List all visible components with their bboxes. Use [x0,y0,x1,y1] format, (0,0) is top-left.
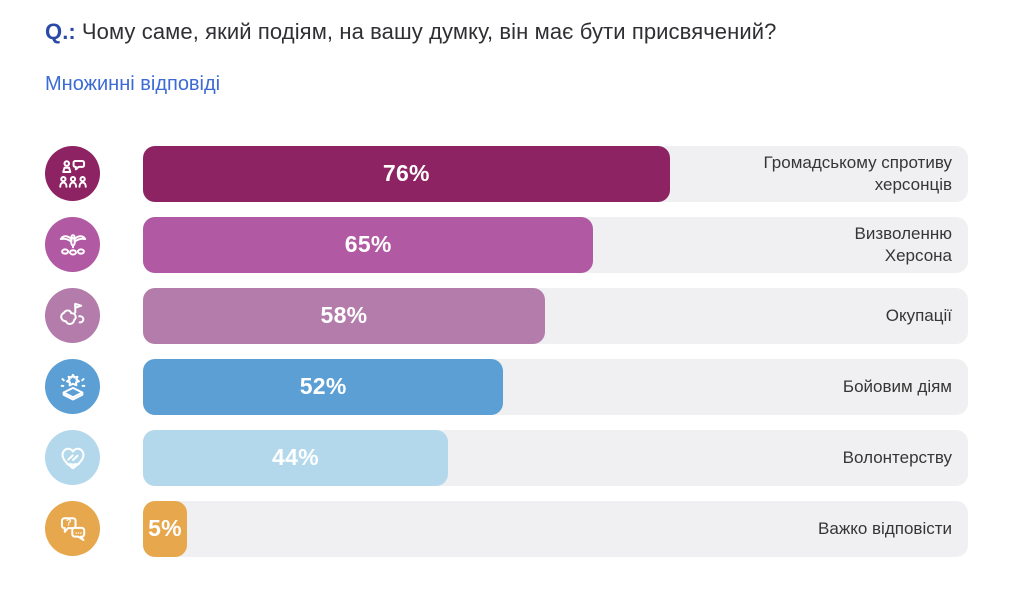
category-label: Громадському спротиву херсонців [763,152,952,194]
chart-row: 44% Волонтерству [45,429,968,486]
bar: 58% [143,287,545,344]
category-label: Окупації [885,305,952,325]
bar-value-label: 58% [320,302,368,329]
map-flag-icon [45,288,100,344]
explosion-ruins-icon [45,359,100,415]
bar-track: 58% Окупації [143,287,968,344]
bar-value-label: 65% [344,231,392,258]
chart-row: 52% Бойовим діям [45,358,968,415]
subtitle-multiple-answers: Множинні відповіді [45,72,221,95]
question-title: Q.: Чому саме, який подіям, на вашу думку… [45,18,968,47]
question-text: Чому саме, який подіям, на вашу думку, в… [81,19,777,44]
hands-heart-icon [45,430,100,486]
dove-broken-chains-icon [45,217,100,273]
category-label: Бойовим діям [842,376,952,396]
bar: 65% [143,216,594,273]
category-label: Визволенню Херсона [854,223,952,265]
bar-track: 65% Визволенню Херсона [143,216,968,273]
bar-value-label: 5% [148,515,182,542]
bar: 5% [143,500,187,557]
chart-row: ? 5% Важко відповісти [45,500,968,557]
bar-value-label: 44% [271,444,319,471]
question-prefix: Q.: [45,19,76,44]
bar: 76% [143,145,670,202]
category-label: Важко відповісти [818,518,952,538]
svg-text:?: ? [65,517,71,527]
bar-rows: 76% Громадському спротиву херсонців 65% Виз… [45,145,968,557]
chart-row: 76% Громадському спротиву херсонців [45,145,968,202]
speaker-audience-icon [45,146,100,202]
chart-row: 58% Окупації [45,287,968,344]
bar-value-label: 76% [382,160,430,187]
bar-chart: 76% Громадському спротиву херсонців 65% Виз… [45,145,968,557]
infographic: Q.: Чому саме, який подіям, на вашу думку… [45,18,968,557]
chart-row: 65% Визволенню Херсона [45,216,968,273]
question-bubbles-icon: ? [45,501,100,557]
category-label: Волонтерству [842,447,952,467]
bar-track: 76% Громадському спротиву херсонців [143,145,968,202]
bar: 44% [143,429,448,486]
bar-value-label: 52% [299,373,347,400]
bar-track: 44% Волонтерству [143,429,968,486]
bar-track: 52% Бойовим діям [143,358,968,415]
bar-track: 5% Важко відповісти [143,500,968,557]
bar: 52% [143,358,504,415]
